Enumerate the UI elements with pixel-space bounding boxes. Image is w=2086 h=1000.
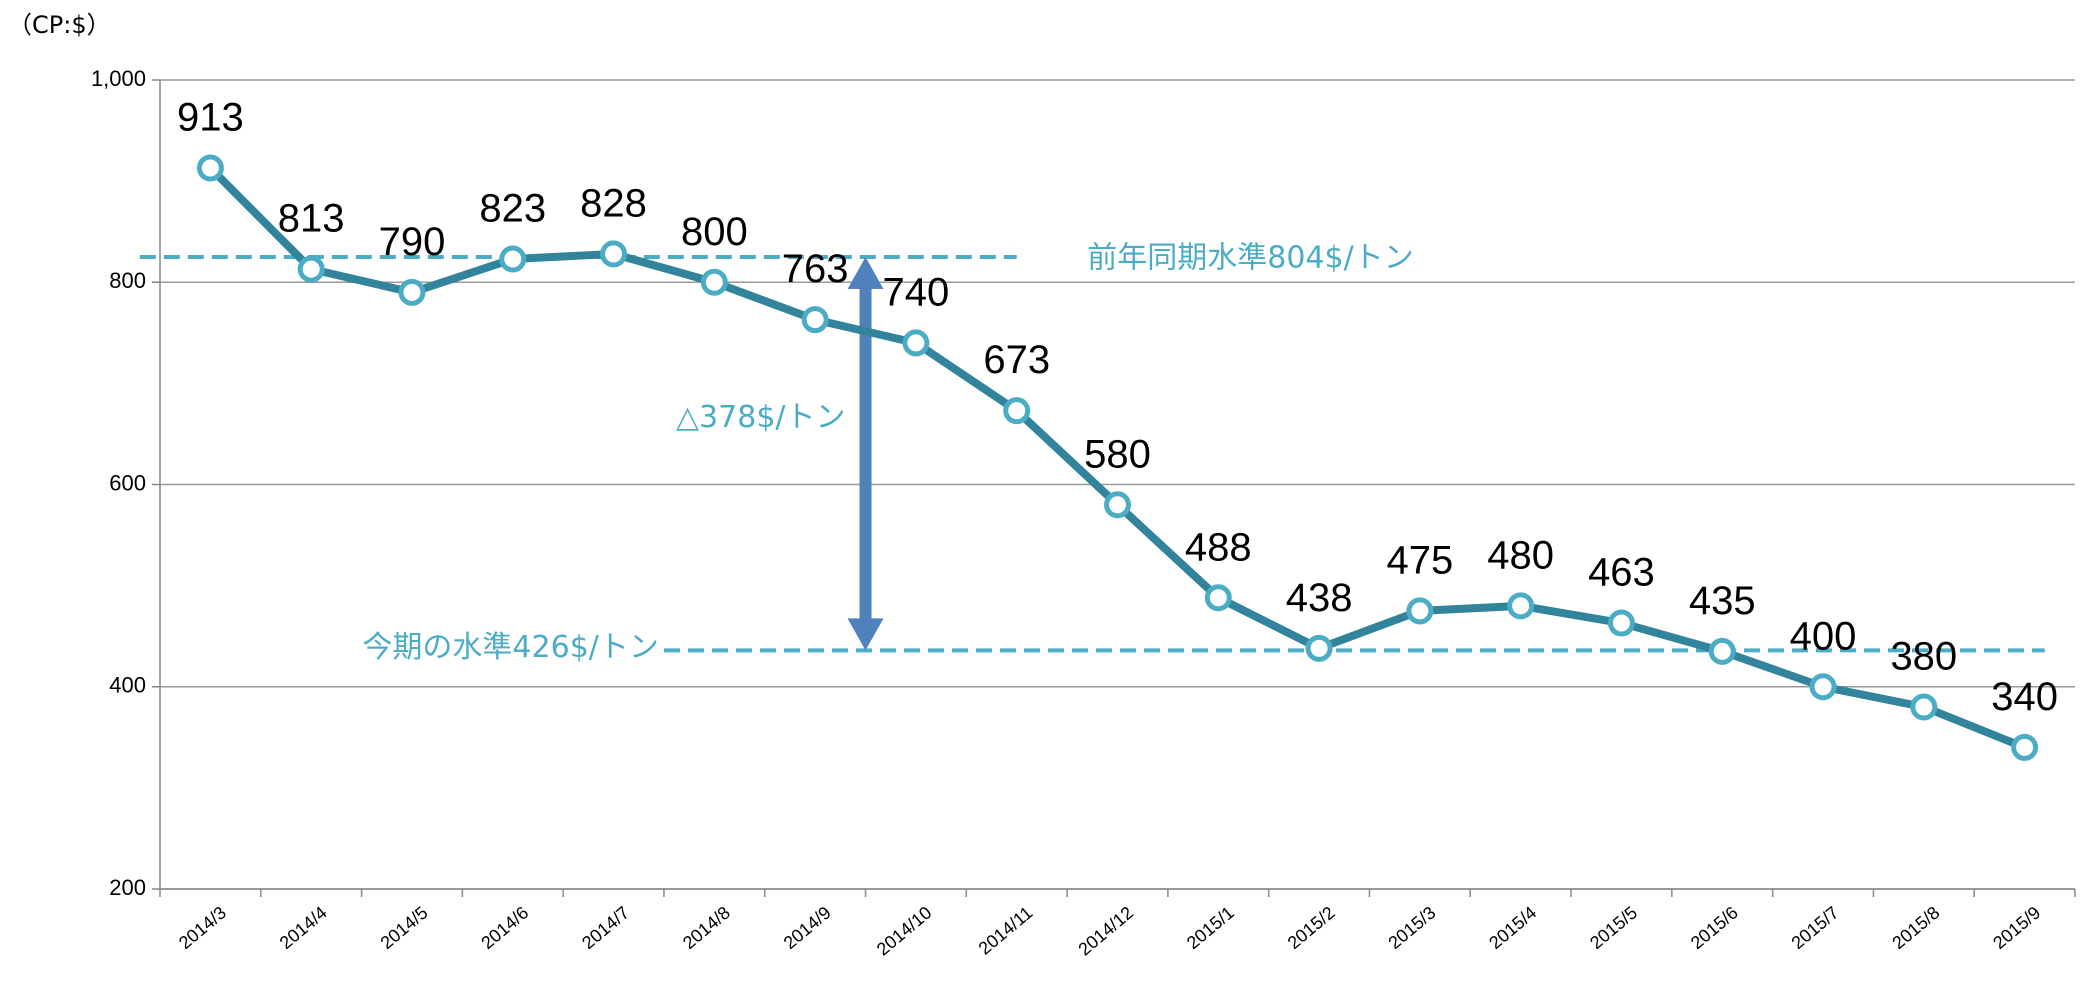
- reference-label: 前年同期水準804$/トン: [1087, 240, 1413, 275]
- data-label: 435: [1689, 579, 1756, 623]
- arrow-head: [847, 256, 884, 289]
- data-point: [398, 278, 426, 306]
- y-tick-label: 600: [109, 470, 146, 495]
- x-tick-label: 2015/3: [1384, 902, 1439, 953]
- data-label: 763: [782, 247, 849, 291]
- data-point: [801, 306, 829, 334]
- y-tick-label: 800: [109, 268, 146, 293]
- difference-label: △378$/トン: [676, 400, 846, 435]
- data-label: 740: [883, 270, 950, 314]
- data-label: 813: [278, 197, 345, 241]
- data-point: [1809, 673, 1837, 701]
- data-point: [1910, 693, 1938, 721]
- data-point: [1406, 597, 1434, 625]
- data-label: 340: [1991, 675, 2058, 719]
- data-label: 380: [1890, 635, 1957, 679]
- x-tick-label: 2015/6: [1687, 902, 1742, 953]
- x-tick-label: 2014/3: [175, 902, 230, 953]
- x-tick-label: 2014/12: [1074, 902, 1137, 959]
- y-tick-label: 1,000: [91, 66, 146, 91]
- x-tick-label: 2014/11: [975, 902, 1037, 958]
- x-tick-label: 2015/5: [1586, 902, 1641, 953]
- data-label: 480: [1487, 533, 1554, 577]
- x-tick-label: 2015/4: [1485, 902, 1540, 953]
- data-point: [1305, 634, 1333, 662]
- data-point: [499, 245, 527, 273]
- data-label: 488: [1185, 525, 1252, 569]
- x-tick-label: 2015/2: [1284, 902, 1339, 953]
- data-label: 580: [1084, 432, 1151, 476]
- y-axis-unit: （CP:$）: [8, 11, 111, 39]
- x-tick-label: 2014/10: [873, 902, 936, 959]
- x-tick-label: 2014/8: [679, 902, 734, 953]
- data-point: [902, 329, 930, 357]
- x-tick-label: 2014/5: [377, 902, 432, 953]
- data-label: 790: [379, 220, 446, 264]
- data-point: [1104, 491, 1131, 519]
- data-point: [1507, 592, 1535, 620]
- x-tick-label: 2015/9: [1989, 902, 2044, 953]
- data-label: 463: [1588, 551, 1655, 595]
- data-label: 828: [580, 181, 647, 225]
- x-tick-label: 2014/9: [780, 902, 835, 953]
- arrow-head: [847, 618, 884, 651]
- data-point: [1003, 397, 1031, 425]
- data-label: 913: [177, 96, 244, 140]
- data-label: 823: [479, 187, 546, 231]
- x-tick-label: 2014/7: [578, 902, 633, 953]
- data-label: 800: [681, 210, 748, 254]
- y-tick-label: 200: [109, 875, 146, 900]
- data-label: 438: [1286, 576, 1353, 620]
- data-point: [1204, 584, 1232, 612]
- data-point: [700, 268, 728, 296]
- data-point: [1607, 609, 1635, 637]
- data-point: [2011, 733, 2039, 761]
- data-point: [196, 154, 224, 182]
- x-tick-label: 2015/7: [1788, 902, 1843, 953]
- x-tick-label: 2014/6: [477, 902, 532, 953]
- data-label: 400: [1790, 614, 1857, 658]
- y-tick-label: 400: [109, 673, 146, 698]
- data-point: [600, 240, 628, 268]
- reference-label: 今期の水準426$/トン: [362, 630, 658, 665]
- x-tick-label: 2015/8: [1888, 902, 1943, 953]
- x-tick-label: 2015/1: [1183, 902, 1238, 953]
- data-point: [1708, 637, 1736, 665]
- x-tick-label: 2014/4: [276, 902, 331, 953]
- data-label: 673: [983, 338, 1050, 382]
- data-label: 475: [1386, 538, 1453, 582]
- data-point: [297, 255, 325, 283]
